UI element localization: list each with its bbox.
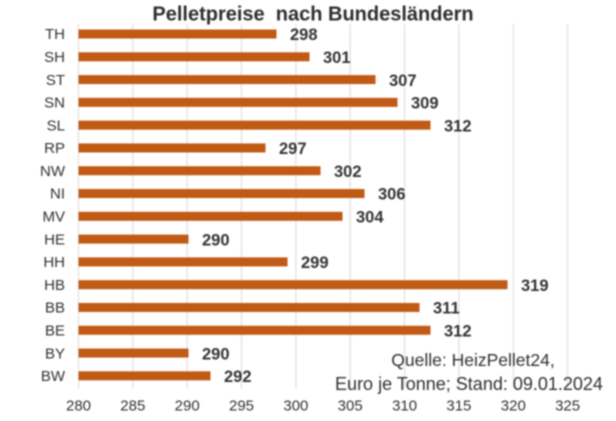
svg-text:NW: NW xyxy=(40,163,66,180)
svg-text:307: 307 xyxy=(389,72,417,90)
svg-text:ST: ST xyxy=(46,72,65,89)
svg-text:306: 306 xyxy=(378,186,406,204)
svg-text:301: 301 xyxy=(323,49,351,67)
svg-text:298: 298 xyxy=(290,26,318,44)
svg-text:TH: TH xyxy=(45,26,65,43)
svg-text:Euro je Tonne; Stand: 09.01.20: Euro je Tonne; Stand: 09.01.2024 xyxy=(335,374,603,394)
svg-text:300: 300 xyxy=(283,398,308,415)
svg-text:NI: NI xyxy=(50,186,65,203)
svg-text:295: 295 xyxy=(229,398,254,415)
svg-text:299: 299 xyxy=(301,254,329,272)
svg-text:292: 292 xyxy=(224,368,252,386)
svg-text:HB: HB xyxy=(44,277,65,294)
svg-text:319: 319 xyxy=(521,277,549,295)
svg-text:BY: BY xyxy=(45,345,65,362)
svg-text:BB: BB xyxy=(45,300,65,317)
svg-text:285: 285 xyxy=(120,398,145,415)
svg-text:290: 290 xyxy=(202,345,230,363)
svg-text:SN: SN xyxy=(44,95,65,112)
svg-text:297: 297 xyxy=(279,140,307,158)
svg-text:280: 280 xyxy=(66,398,91,415)
svg-text:290: 290 xyxy=(175,398,200,415)
svg-text:320: 320 xyxy=(501,398,526,415)
svg-text:Pelletpreise nach Bundeslände: Pelletpreise nach Bundesländern xyxy=(152,4,473,26)
svg-text:SL: SL xyxy=(47,117,65,134)
svg-text:HH: HH xyxy=(43,254,65,271)
svg-text:BE: BE xyxy=(45,322,65,339)
svg-text:MV: MV xyxy=(43,209,66,226)
svg-text:309: 309 xyxy=(411,95,439,113)
svg-text:HE: HE xyxy=(44,231,65,248)
svg-text:290: 290 xyxy=(202,231,230,249)
svg-text:310: 310 xyxy=(392,398,417,415)
svg-text:SH: SH xyxy=(44,49,65,66)
svg-text:312: 312 xyxy=(444,322,472,340)
svg-text:311: 311 xyxy=(433,300,460,318)
svg-text:Quelle: HeizPellet24,: Quelle: HeizPellet24, xyxy=(391,350,554,370)
svg-text:305: 305 xyxy=(338,398,363,415)
svg-text:312: 312 xyxy=(444,117,472,135)
svg-text:RP: RP xyxy=(44,140,65,157)
svg-text:304: 304 xyxy=(356,209,384,227)
svg-text:325: 325 xyxy=(555,398,580,415)
svg-text:302: 302 xyxy=(334,163,362,181)
svg-text:BW: BW xyxy=(41,368,66,385)
svg-text:315: 315 xyxy=(446,398,471,415)
